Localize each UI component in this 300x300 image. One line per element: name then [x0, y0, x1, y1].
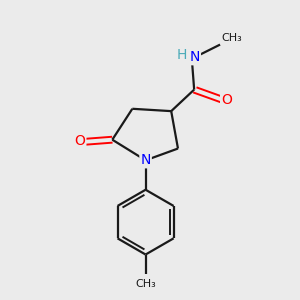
Text: H: H	[176, 48, 187, 62]
Text: O: O	[221, 93, 232, 107]
Text: CH₃: CH₃	[221, 33, 242, 43]
Text: CH₃: CH₃	[135, 279, 156, 289]
Text: O: O	[74, 134, 86, 148]
Text: N: N	[190, 50, 200, 64]
Text: N: N	[140, 153, 151, 167]
